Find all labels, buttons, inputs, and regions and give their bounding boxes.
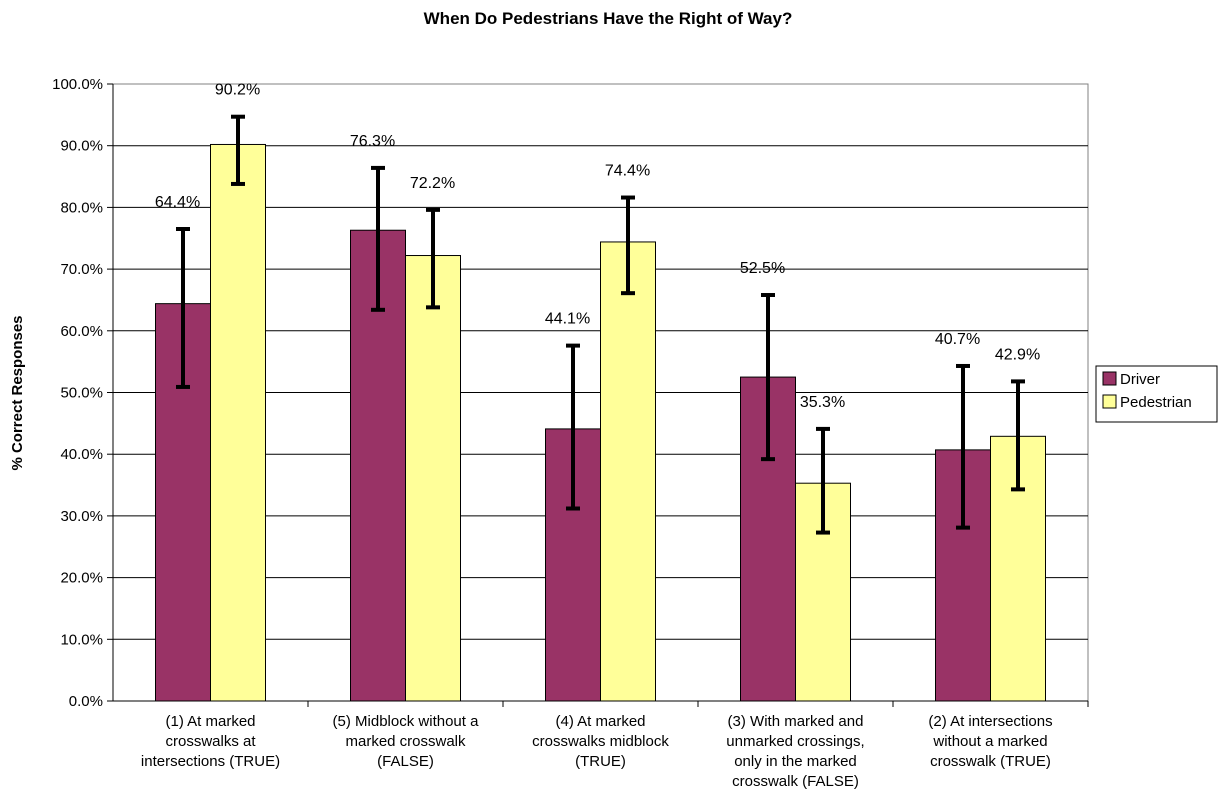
bar-pedestrian [210,143,266,702]
data-label: 44.1% [545,311,590,328]
x-category-line: without a marked [932,733,1047,750]
y-tick-label: 60.0% [60,323,103,340]
x-category-line: (4) At marked [555,713,645,730]
x-category-line: crosswalks at [165,733,256,750]
x-category-label: (3) With marked and unmarked crossings, on… [726,713,864,790]
x-category-line: crosswalk (FALSE) [732,773,859,790]
x-category-line: marked crosswalk [345,733,466,750]
data-label: 52.5% [740,260,785,277]
y-tick-label: 30.0% [60,508,103,525]
legend: Driver Pedestrian [1095,365,1218,423]
x-category-line: intersections (TRUE) [141,753,280,770]
data-label: 72.2% [410,175,455,192]
chart-title: When Do Pedestrians Have the Right of Wa… [424,9,793,28]
data-labels: 64.4% 90.2% 76.3% 72.2% 44.1% 74.4% 52.5% 35.3%… [155,82,1040,411]
y-tick-label: 20.0% [60,570,103,587]
data-label: 76.3% [350,133,395,150]
legend-label-driver: Driver [1120,371,1160,388]
legend-swatch-pedestrian [1102,394,1117,409]
x-category-label: (5) Midblock without a marked crosswalk (F… [333,713,480,770]
y-tick-label: 40.0% [60,446,103,463]
y-tick-label: 90.0% [60,138,103,155]
x-category-line: (1) At marked [165,713,255,730]
y-tick-label: 10.0% [60,631,103,648]
legend-swatch-driver [1102,371,1117,386]
x-category-label: (1) At marked crosswalks at intersections … [141,713,280,770]
bar-pedestrian [405,255,461,702]
x-category-line: (3) With marked and [728,713,864,730]
x-category-line: crosswalks midblock [532,733,669,750]
bars [155,143,1046,702]
x-category-line: (5) Midblock without a [333,713,480,730]
y-tick-label: 100.0% [52,76,103,93]
y-tick-label: 80.0% [60,199,103,216]
x-category-line: (TRUE) [575,753,626,770]
error-bars [176,114,1025,535]
x-category-line: unmarked crossings, [726,733,864,750]
y-tick-label: 0.0% [69,693,103,710]
x-axis-categories: (1) At marked crosswalks at intersections … [141,701,1089,790]
x-category-label: (4) At marked crosswalks midblock (TRUE) [532,713,669,770]
data-label: 42.9% [995,346,1040,363]
x-category-line: (2) At intersections [928,713,1052,730]
y-axis-label: % Correct Responses [9,315,26,470]
x-category-line: crosswalk (TRUE) [930,753,1051,770]
data-label: 90.2% [215,82,260,99]
x-category-line: (FALSE) [377,753,434,770]
data-label: 40.7% [935,331,980,348]
bar-pedestrian [600,241,656,702]
y-tick-label: 70.0% [60,261,103,278]
data-label: 64.4% [155,194,200,211]
data-label: 74.4% [605,163,650,180]
y-tick-label: 50.0% [60,385,103,402]
legend-label-pedestrian: Pedestrian [1120,394,1192,411]
y-axis-ticks: 0.0% 10.0% 20.0% 30.0% 40.0% 50.0% 60.0% 70.0% 8… [52,76,1088,710]
x-category-label: (2) At intersections without a marked cros… [928,713,1052,770]
x-category-line: only in the marked [734,753,857,770]
data-label: 35.3% [800,394,845,411]
